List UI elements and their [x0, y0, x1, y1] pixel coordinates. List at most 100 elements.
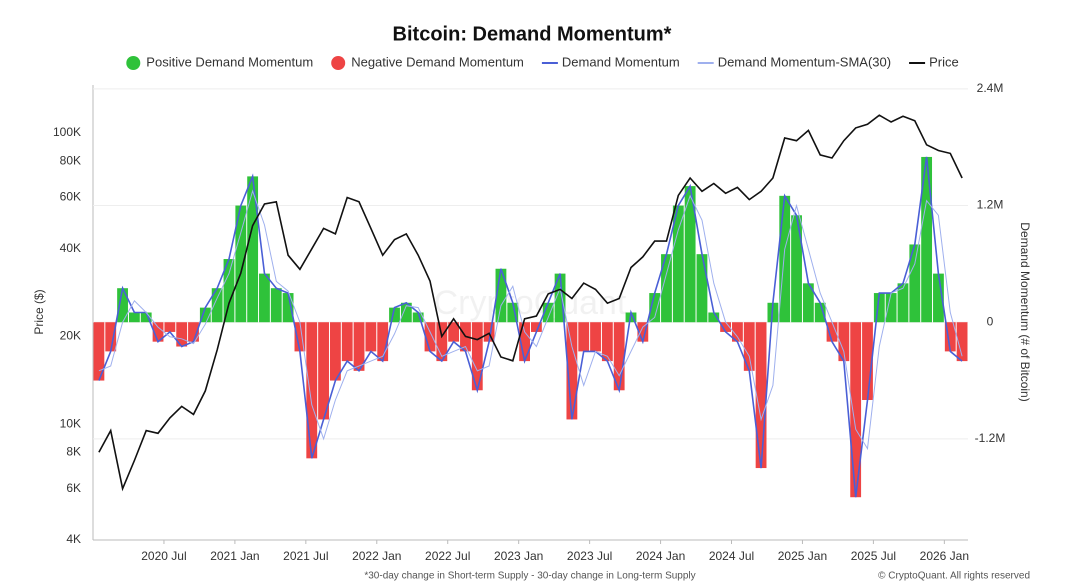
x-tick-label: 2023 Jul	[567, 549, 612, 563]
bar	[199, 307, 211, 323]
bar	[188, 322, 199, 342]
bar	[755, 322, 767, 469]
bar	[885, 293, 897, 323]
bar	[531, 322, 542, 332]
bar	[956, 322, 968, 362]
y-tick-label: 100K	[53, 125, 81, 139]
bar	[661, 254, 672, 323]
bar	[152, 322, 164, 342]
bar	[247, 176, 259, 323]
x-tick-label: 2021 Jul	[283, 549, 328, 563]
bar	[448, 322, 460, 342]
legend-swatch	[331, 56, 346, 70]
bar	[306, 322, 318, 459]
y-tick-label: 4K	[66, 532, 81, 546]
x-tick-label: 2021 Jan	[210, 549, 259, 563]
bar	[329, 322, 341, 381]
legend-label: Price	[929, 54, 959, 69]
x-tick-label: 2024 Jan	[636, 549, 685, 563]
bar	[850, 322, 862, 498]
chart-title: Bitcoin: Demand Momentum*	[393, 23, 672, 45]
bar	[259, 273, 270, 323]
y2-tick-label: 2.4M	[977, 81, 1004, 95]
bar	[921, 156, 933, 323]
bar	[282, 293, 294, 323]
y-tick-label: 10K	[60, 416, 81, 430]
bar	[684, 186, 696, 323]
legend-label: Positive Demand Momentum	[146, 54, 313, 69]
bar	[341, 322, 353, 362]
bar	[365, 322, 377, 352]
x-tick-label: 2020 Jul	[141, 549, 186, 563]
x-tick-label: 2025 Jul	[851, 549, 896, 563]
bar	[578, 322, 590, 352]
bar	[649, 293, 661, 323]
bar	[909, 244, 921, 323]
bar	[791, 215, 802, 323]
bar	[211, 288, 223, 323]
bar	[672, 205, 684, 323]
bar	[862, 322, 873, 400]
bar	[270, 288, 282, 323]
line	[98, 189, 963, 451]
bar	[838, 322, 850, 362]
bar	[471, 322, 483, 391]
y2-axis-label: Demand Momentum (# of Bitcoin)	[1018, 222, 1032, 401]
bar	[708, 312, 720, 323]
bar	[436, 322, 448, 362]
y-tick-label: 80K	[60, 153, 81, 167]
legend-swatch	[126, 56, 141, 70]
bar	[601, 322, 613, 362]
bar	[223, 259, 235, 323]
y-tick-label: 20K	[60, 329, 81, 343]
bar	[637, 322, 649, 342]
bar	[779, 195, 791, 323]
bar	[318, 322, 329, 420]
bar	[412, 312, 424, 323]
footnote: *30-day change in Short-term Supply - 30…	[364, 571, 695, 582]
bar	[554, 273, 566, 323]
bar	[507, 302, 519, 323]
line	[98, 156, 963, 498]
x-tick-label: 2023 Jan	[494, 549, 543, 563]
bar	[105, 322, 117, 352]
bar	[566, 322, 578, 420]
x-tick-label: 2022 Jul	[425, 549, 470, 563]
bar	[483, 322, 495, 342]
bar	[353, 322, 365, 371]
bar	[732, 322, 743, 342]
bar	[164, 322, 176, 332]
y2-tick-label: -1.2M	[975, 431, 1006, 445]
watermark: CryptoQuant	[434, 284, 627, 322]
bar	[826, 322, 838, 342]
bar	[542, 302, 554, 323]
x-tick-label: 2025 Jan	[778, 549, 827, 563]
bar	[93, 322, 105, 381]
legend: Positive Demand Momentum Negative Demand …	[126, 54, 959, 70]
legend-label: Demand Momentum-SMA(30)	[718, 54, 891, 69]
bar	[235, 205, 247, 323]
x-tick-label: 2026 Jan	[920, 549, 969, 563]
bar	[519, 322, 530, 362]
bar	[933, 273, 944, 323]
bar	[743, 322, 755, 371]
bar	[802, 283, 814, 323]
legend-label: Negative Demand Momentum	[351, 54, 524, 69]
bar	[389, 307, 400, 323]
bar	[128, 312, 140, 323]
bar	[140, 312, 152, 323]
y-tick-label: 6K	[66, 481, 81, 495]
y2-tick-label: 1.2M	[977, 198, 1004, 212]
bar	[944, 322, 956, 352]
bar	[590, 322, 601, 352]
bar	[377, 322, 389, 362]
y2-tick-label: 0	[987, 314, 994, 328]
y-tick-label: 40K	[60, 241, 81, 255]
credit: © CryptoQuant. All rights reserved	[878, 571, 1030, 582]
bar	[696, 254, 708, 323]
y-tick-label: 8K	[66, 445, 81, 459]
y-tick-label: 60K	[60, 190, 81, 204]
bar	[814, 302, 826, 323]
bar	[873, 293, 885, 323]
